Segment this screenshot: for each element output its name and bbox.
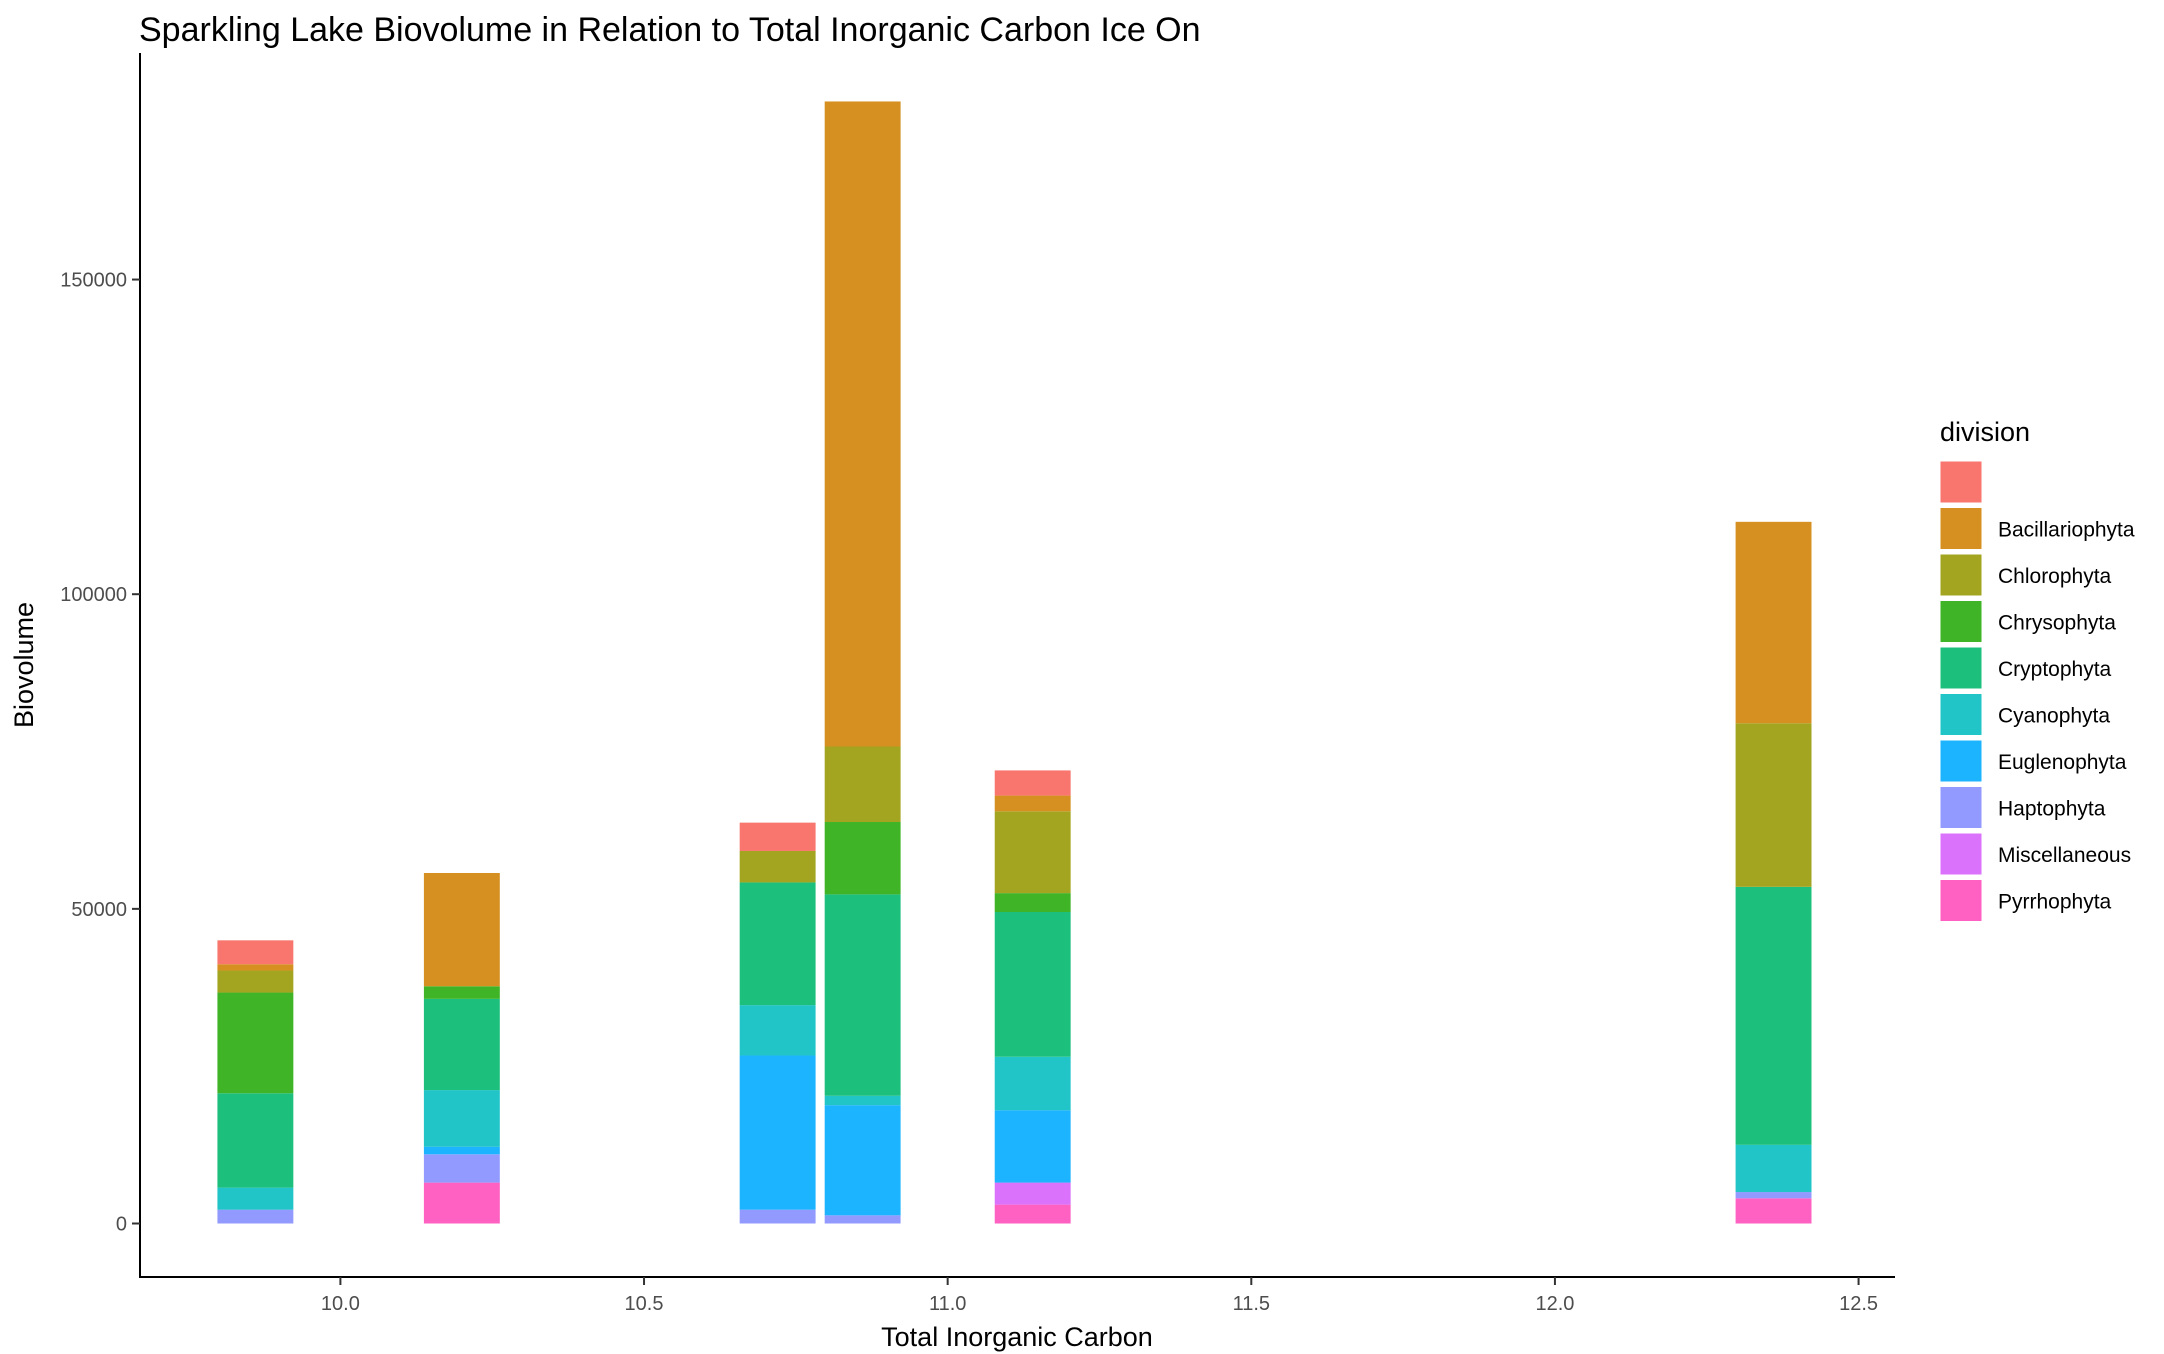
legend-key-euglenophyta	[1939, 739, 1983, 783]
y-axis-ticks: 0 50000 100000 150000	[60, 270, 140, 1236]
bar-segment-chlorophyta-2	[739, 850, 816, 883]
legend-item-cyanophyta: Cyanophyta	[1939, 693, 2110, 736]
legend-title: division	[1940, 417, 2030, 447]
y-tick-label: 100000	[60, 584, 127, 606]
bar-segment-euglenophyta-3	[824, 1105, 901, 1216]
legend: division Bacillariophyta Chlorophyta Chrys…	[1939, 417, 2135, 922]
bar-segment-pyrrhophyta-1	[423, 1182, 500, 1224]
bar-segment-chrysophyta-3	[824, 822, 901, 895]
bar-segment-chlorophyta-4	[994, 811, 1071, 894]
bar-segment-euglenophyta-2	[739, 1055, 816, 1210]
bar-segment-cyanophyta-3	[824, 1095, 901, 1106]
x-tick-label: 12.0	[1535, 1293, 1574, 1315]
bar-segment-cryptophyta-2	[739, 882, 816, 1006]
legend-label: Chlorophyta	[1998, 565, 2112, 588]
bar-segment-euglenophyta-1	[423, 1146, 500, 1155]
bar-segment-cyanophyta-1	[423, 1090, 500, 1147]
legend-item-unnamed	[1939, 460, 1983, 504]
bar-segment-unnamed-0	[217, 940, 294, 965]
x-axis-ticks: 10.0 10.5 11.0 11.5 12.0 12.5	[321, 1277, 1878, 1315]
bar-segment-chlorophyta-0	[217, 970, 294, 993]
bar-segment-pyrrhophyta-5	[1735, 1198, 1812, 1224]
bar-segment-cyanophyta-5	[1735, 1144, 1812, 1193]
x-tick-label: 12.5	[1839, 1293, 1878, 1315]
bar-segment-euglenophyta-4	[994, 1110, 1071, 1183]
y-tick-label: 150000	[60, 270, 127, 292]
x-axis-title: Total Inorganic Carbon	[881, 1322, 1153, 1352]
bar-segment-haptophyta-2	[739, 1209, 816, 1224]
legend-key-haptophyta	[1939, 786, 1983, 829]
bar-segment-bacillariophyta-4	[994, 795, 1071, 812]
bar-segment-haptophyta-0	[217, 1209, 294, 1224]
legend-key-chlorophyta	[1939, 553, 1983, 597]
bar-segment-cryptophyta-4	[994, 912, 1071, 1057]
y-tick-label: 0	[116, 1214, 127, 1236]
bar-segment-chrysophyta-4	[994, 893, 1071, 912]
legend-label: Miscellaneous	[1998, 844, 2131, 867]
x-tick-label: 11.5	[1233, 1293, 1270, 1315]
legend-item-pyrrhophyta: Pyrrhophyta	[1939, 879, 2112, 922]
legend-label: Euglenophyta	[1998, 751, 2127, 774]
legend-label: Haptophyta	[1998, 798, 2106, 821]
legend-label: Chrysophyta	[1998, 612, 2116, 635]
legend-key-cryptophyta	[1939, 646, 1983, 690]
bar-segment-chrysophyta-0	[217, 992, 294, 1094]
bar-segment-bacillariophyta-3	[824, 101, 901, 747]
bar-segment-haptophyta-3	[824, 1215, 901, 1224]
legend-item-haptophyta: Haptophyta	[1939, 786, 2106, 829]
bar-segment-chlorophyta-3	[824, 746, 901, 823]
y-axis-title: Biovolume	[9, 602, 39, 728]
legend-item-euglenophyta: Euglenophyta	[1939, 739, 2127, 783]
legend-items: Bacillariophyta Chlorophyta Chrysophyta Cry…	[1939, 460, 2135, 922]
legend-item-chlorophyta: Chlorophyta	[1939, 553, 2112, 597]
legend-label: Cyanophyta	[1998, 705, 2110, 728]
legend-key-chrysophyta	[1939, 600, 1983, 643]
bar-segment-cyanophyta-0	[217, 1187, 294, 1210]
x-tick-label: 11.0	[929, 1293, 966, 1315]
bar-segment-cyanophyta-2	[739, 1005, 816, 1056]
bar-segment-cryptophyta-3	[824, 894, 901, 1096]
bar-segment-unnamed-2	[739, 822, 816, 851]
bar-segment-bacillariophyta-1	[423, 872, 500, 987]
bar-segment-haptophyta-5	[1735, 1192, 1812, 1199]
bar-segment-cryptophyta-0	[217, 1093, 294, 1188]
bar-segment-bacillariophyta-0	[217, 964, 294, 971]
bar-segment-cyanophyta-4	[994, 1056, 1071, 1111]
bar-segment-chlorophyta-5	[1735, 723, 1812, 887]
legend-key-bacillariophyta	[1939, 507, 1983, 550]
legend-key-miscellaneous	[1939, 832, 1983, 876]
x-tick-label: 10.0	[321, 1293, 360, 1315]
legend-item-miscellaneous: Miscellaneous	[1939, 832, 2131, 876]
bar-segment-bacillariophyta-5	[1735, 521, 1812, 724]
legend-label: Pyrrhophyta	[1998, 891, 2112, 914]
bar-segment-chrysophyta-1	[423, 986, 500, 999]
legend-item-bacillariophyta: Bacillariophyta	[1939, 507, 2135, 550]
legend-key-pyrrhophyta	[1939, 879, 1983, 922]
legend-key-unnamed	[1939, 460, 1983, 504]
bar-segment-unnamed-4	[994, 770, 1071, 796]
legend-label: Cryptophyta	[1998, 658, 2112, 681]
chart-title: Sparkling Lake Biovolume in Relation to …	[139, 11, 1201, 49]
legend-item-chrysophyta: Chrysophyta	[1939, 600, 2116, 643]
legend-key-cyanophyta	[1939, 693, 1983, 736]
bar-segment-haptophyta-1	[423, 1154, 500, 1183]
x-tick-label: 10.5	[625, 1293, 664, 1315]
y-tick-label: 50000	[71, 899, 127, 921]
legend-item-cryptophyta: Cryptophyta	[1939, 646, 2112, 690]
legend-label: Bacillariophyta	[1998, 519, 2135, 542]
bar-segment-pyrrhophyta-4	[994, 1204, 1071, 1224]
bar-segment-miscellaneous-4	[994, 1182, 1071, 1205]
bars-layer	[217, 101, 1812, 1224]
bar-segment-cryptophyta-1	[423, 998, 500, 1091]
bar-segment-cryptophyta-5	[1735, 886, 1812, 1145]
